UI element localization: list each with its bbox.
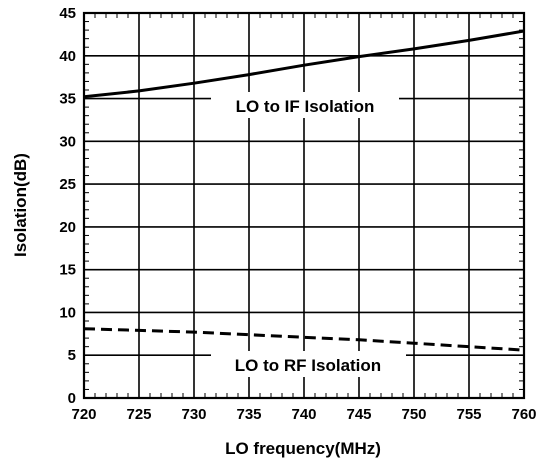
y-tick-label: 10 [59, 304, 76, 321]
x-tick-label: 730 [181, 406, 206, 423]
x-tick-label: 745 [346, 406, 371, 423]
annotation-rf-bg [211, 351, 406, 377]
annotation-lo-to-rf: LO to RF Isolation [235, 356, 381, 375]
y-tick-label: 5 [68, 347, 76, 364]
x-tick-label: 720 [71, 406, 96, 423]
x-tick-labels: 720 725 730 735 740 745 750 755 760 [71, 406, 536, 423]
y-tick-label: 15 [59, 262, 76, 279]
y-tick-label: 25 [59, 176, 76, 193]
y-tick-label: 30 [59, 133, 76, 150]
plot-frame [82, 11, 526, 400]
x-axis-title: LO frequency(MHz) [225, 439, 381, 458]
y-tick-label: 20 [59, 219, 76, 236]
y-axis-title: Isolation(dB) [11, 153, 30, 257]
annotation-if-bg [211, 92, 399, 118]
x-tick-label: 755 [456, 406, 481, 423]
x-tick-label: 750 [401, 406, 426, 423]
x-tick-label: 735 [236, 406, 261, 423]
y-tick-label: 0 [68, 390, 76, 407]
y-tick-label: 45 [59, 5, 76, 22]
x-tick-label: 725 [126, 406, 151, 423]
annotation-lo-to-if: LO to IF Isolation [236, 97, 375, 116]
y-tick-label: 35 [59, 91, 76, 108]
x-tick-label: 760 [511, 406, 536, 423]
y-tick-labels: 0 5 10 15 20 25 30 35 40 45 [59, 5, 76, 407]
x-tick-label: 740 [291, 406, 316, 423]
series-line-lo-to-rf [83, 327, 525, 352]
series-line-lo-to-if [83, 29, 525, 99]
y-tick-label: 40 [59, 48, 76, 65]
series-layer [83, 29, 525, 352]
